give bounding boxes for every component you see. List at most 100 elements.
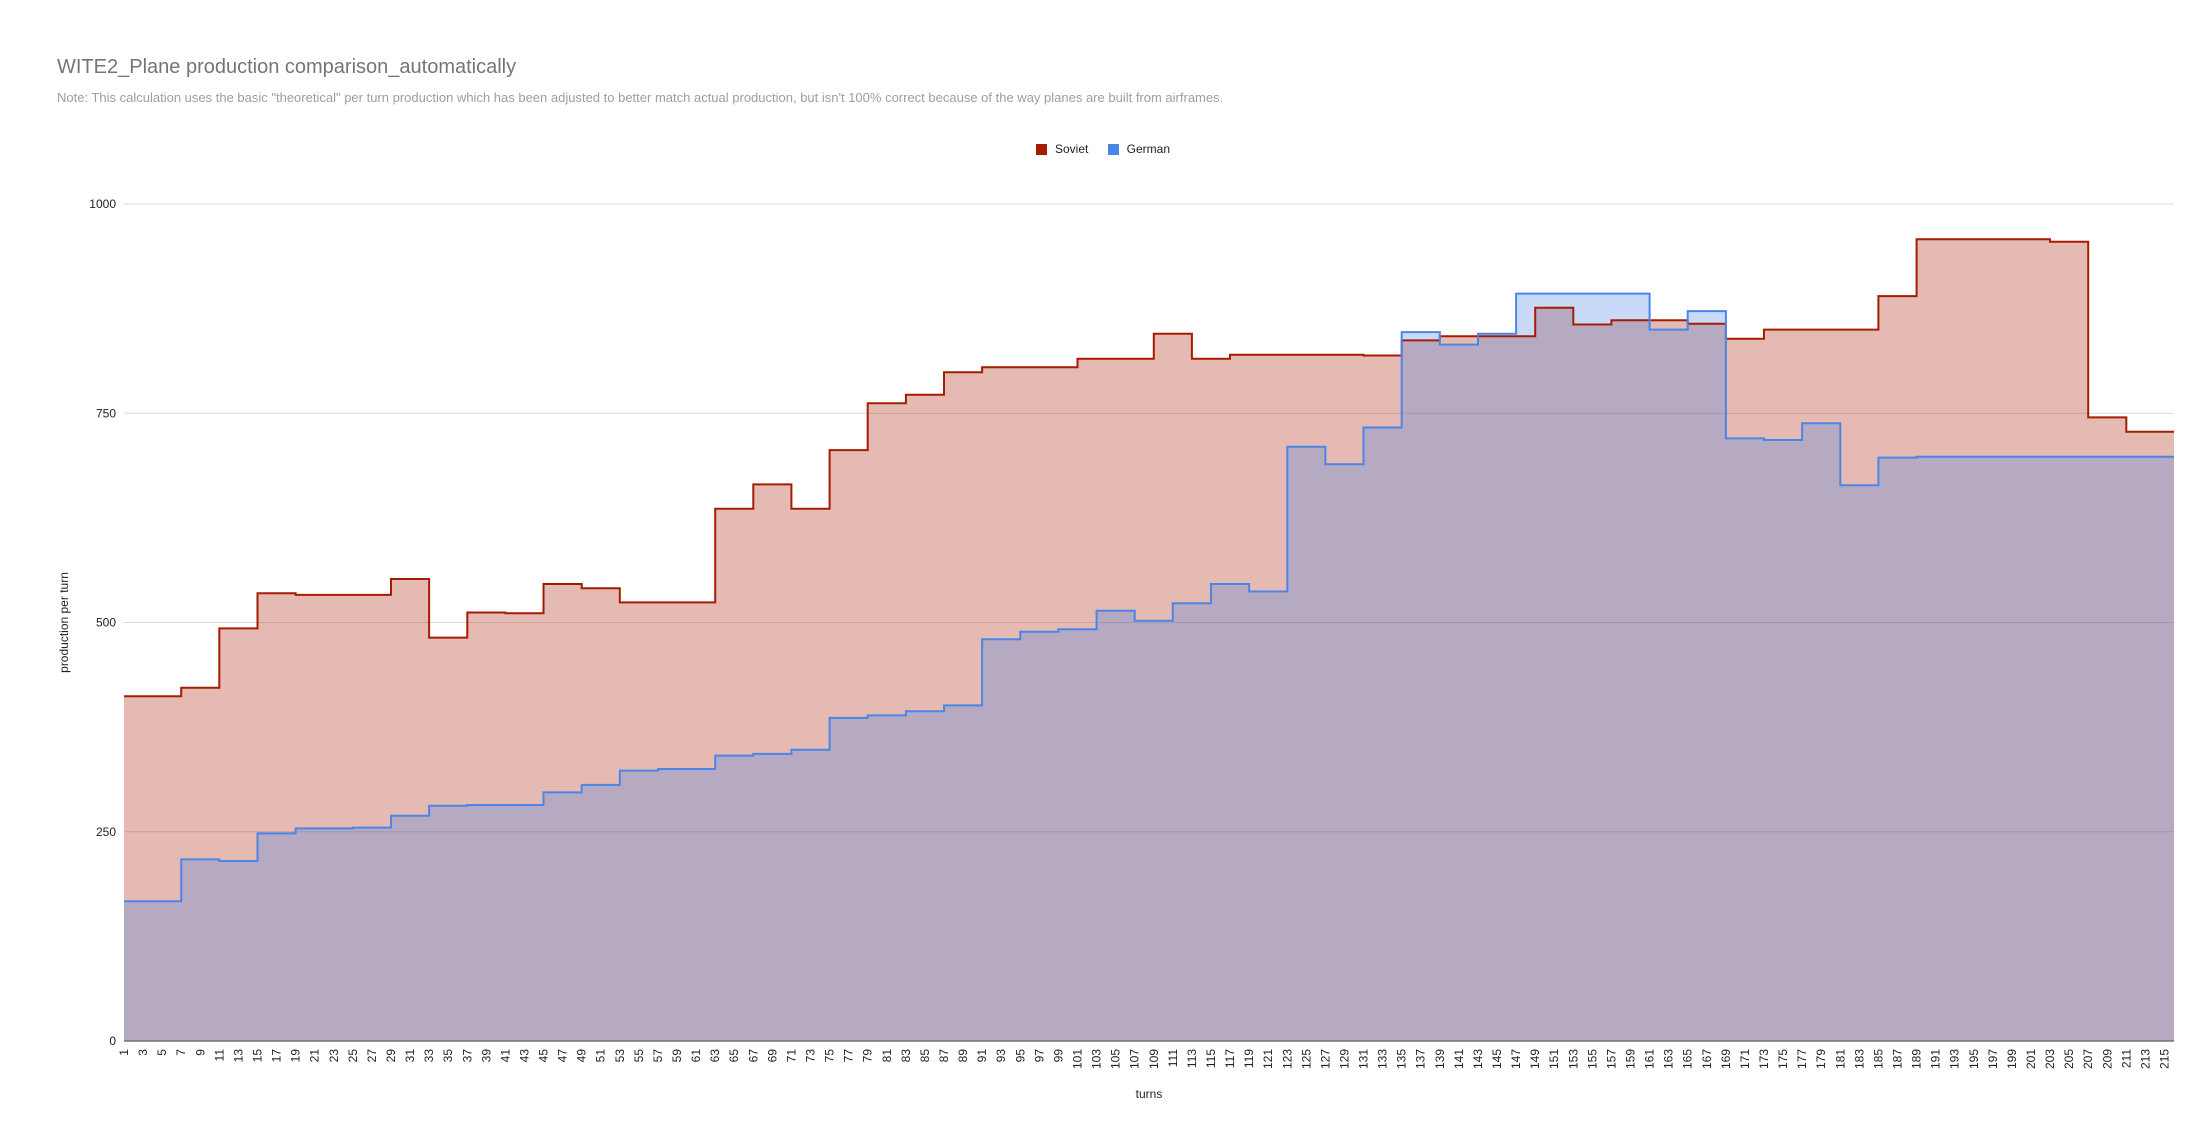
- x-tick-label: 205: [2062, 1049, 2076, 1069]
- y-axis-label: production per turn: [57, 572, 71, 673]
- x-tick-label: 67: [746, 1049, 760, 1063]
- x-tick-label: 43: [518, 1049, 532, 1063]
- x-tick-label: 193: [1948, 1049, 1962, 1069]
- x-tick-label: 163: [1662, 1049, 1676, 1069]
- x-tick-label: 57: [651, 1049, 665, 1063]
- legend-item-german[interactable]: German: [1107, 142, 1170, 156]
- x-tick-label: 121: [1261, 1049, 1275, 1069]
- area-soviet: [124, 239, 2174, 1041]
- x-tick-label: 187: [1891, 1049, 1905, 1069]
- x-tick-label: 33: [422, 1049, 436, 1063]
- chart-subtitle: Note: This calculation uses the basic "t…: [57, 90, 1224, 105]
- x-tick-label: 127: [1318, 1049, 1332, 1069]
- x-tick-label: 85: [918, 1049, 932, 1063]
- x-tick-label: 15: [251, 1049, 265, 1063]
- x-tick-label: 9: [193, 1049, 207, 1056]
- x-tick-label: 79: [861, 1049, 875, 1063]
- x-tick-label: 169: [1719, 1049, 1733, 1069]
- x-tick-label: 63: [708, 1049, 722, 1063]
- x-tick-label: 207: [2081, 1049, 2095, 1069]
- x-tick-label: 65: [727, 1049, 741, 1063]
- x-tick-label: 203: [2043, 1049, 2057, 1069]
- x-tick-label: 153: [1566, 1049, 1580, 1069]
- x-tick-label: 69: [765, 1049, 779, 1063]
- x-tick-label: 161: [1643, 1049, 1657, 1069]
- y-tick-label: 250: [96, 825, 116, 839]
- x-tick-label: 19: [289, 1049, 303, 1063]
- x-tick-label: 181: [1833, 1049, 1847, 1069]
- y-tick-label: 500: [96, 616, 116, 630]
- x-axis-label: turns: [1136, 1087, 1163, 1101]
- x-tick-label: 165: [1681, 1049, 1695, 1069]
- x-tick-label: 199: [2005, 1049, 2019, 1069]
- x-tick-label: 103: [1090, 1049, 1104, 1069]
- x-tick-label: 211: [2119, 1049, 2133, 1068]
- y-axis-ticks: 0 250 500 750 1000: [89, 197, 116, 1048]
- x-tick-label: 31: [403, 1049, 417, 1063]
- x-tick-label: 111: [1166, 1049, 1180, 1068]
- x-tick-label: 73: [804, 1049, 818, 1063]
- x-tick-label: 37: [460, 1049, 474, 1063]
- x-tick-label: 17: [270, 1049, 284, 1063]
- x-tick-label: 93: [994, 1049, 1008, 1063]
- x-tick-label: 3: [136, 1049, 150, 1056]
- x-tick-label: 177: [1795, 1049, 1809, 1069]
- x-tick-label: 109: [1147, 1049, 1161, 1069]
- x-tick-label: 55: [632, 1049, 646, 1063]
- legend-swatch-german: [1107, 143, 1119, 155]
- x-tick-label: 53: [613, 1049, 627, 1063]
- x-tick-label: 23: [327, 1049, 341, 1063]
- x-tick-label: 39: [479, 1049, 493, 1063]
- x-tick-label: 213: [2138, 1049, 2152, 1069]
- legend: Soviet German: [0, 142, 2206, 158]
- x-tick-label: 201: [2024, 1049, 2038, 1069]
- x-tick-label: 133: [1376, 1049, 1390, 1069]
- x-tick-label: 105: [1109, 1049, 1123, 1069]
- x-tick-label: 21: [308, 1049, 322, 1063]
- x-axis-ticks: 1 3 5 7 9 11 13 15 17 19 21 23 25 27 29 31 33 35 37 39 41 43 4…: [117, 1049, 2172, 1069]
- x-tick-label: 157: [1604, 1049, 1618, 1069]
- x-tick-label: 175: [1776, 1049, 1790, 1069]
- x-tick-label: 87: [937, 1049, 951, 1063]
- x-tick-label: 95: [1013, 1049, 1027, 1063]
- x-tick-label: 13: [231, 1049, 245, 1063]
- x-tick-label: 179: [1814, 1049, 1828, 1069]
- x-tick-label: 209: [2100, 1049, 2114, 1069]
- series-areas: [124, 239, 2174, 1042]
- x-tick-label: 135: [1395, 1049, 1409, 1069]
- y-tick-label: 0: [109, 1034, 116, 1048]
- x-tick-label: 89: [956, 1049, 970, 1063]
- x-tick-label: 129: [1338, 1049, 1352, 1069]
- x-tick-label: 191: [1929, 1049, 1943, 1069]
- x-tick-label: 173: [1757, 1049, 1771, 1069]
- x-tick-label: 125: [1299, 1049, 1313, 1069]
- x-tick-label: 131: [1357, 1049, 1371, 1069]
- y-tick-label: 1000: [89, 197, 116, 211]
- x-tick-label: 117: [1223, 1049, 1237, 1068]
- x-tick-label: 123: [1280, 1049, 1294, 1069]
- legend-swatch-soviet: [1035, 143, 1047, 155]
- x-tick-label: 61: [689, 1049, 703, 1063]
- x-tick-label: 149: [1528, 1049, 1542, 1069]
- x-tick-label: 29: [384, 1049, 398, 1063]
- x-tick-label: 137: [1414, 1049, 1428, 1069]
- x-tick-label: 195: [1967, 1049, 1981, 1069]
- x-tick-label: 197: [1986, 1049, 2000, 1069]
- x-tick-label: 167: [1700, 1049, 1714, 1069]
- x-tick-label: 83: [899, 1049, 913, 1063]
- x-tick-label: 189: [1910, 1049, 1924, 1069]
- x-tick-label: 25: [346, 1049, 360, 1063]
- x-tick-label: 11: [212, 1049, 226, 1062]
- x-tick-label: 113: [1185, 1049, 1199, 1068]
- x-tick-label: 77: [842, 1049, 856, 1063]
- x-tick-label: 1: [117, 1049, 131, 1056]
- x-tick-label: 185: [1871, 1049, 1885, 1069]
- x-tick-label: 155: [1585, 1049, 1599, 1069]
- x-tick-label: 215: [2158, 1049, 2172, 1069]
- legend-item-soviet[interactable]: Soviet: [1035, 142, 1088, 156]
- x-tick-label: 47: [556, 1049, 570, 1063]
- x-tick-label: 71: [784, 1049, 798, 1063]
- x-tick-label: 51: [594, 1049, 608, 1063]
- x-tick-label: 7: [174, 1049, 188, 1056]
- x-tick-label: 183: [1852, 1049, 1866, 1069]
